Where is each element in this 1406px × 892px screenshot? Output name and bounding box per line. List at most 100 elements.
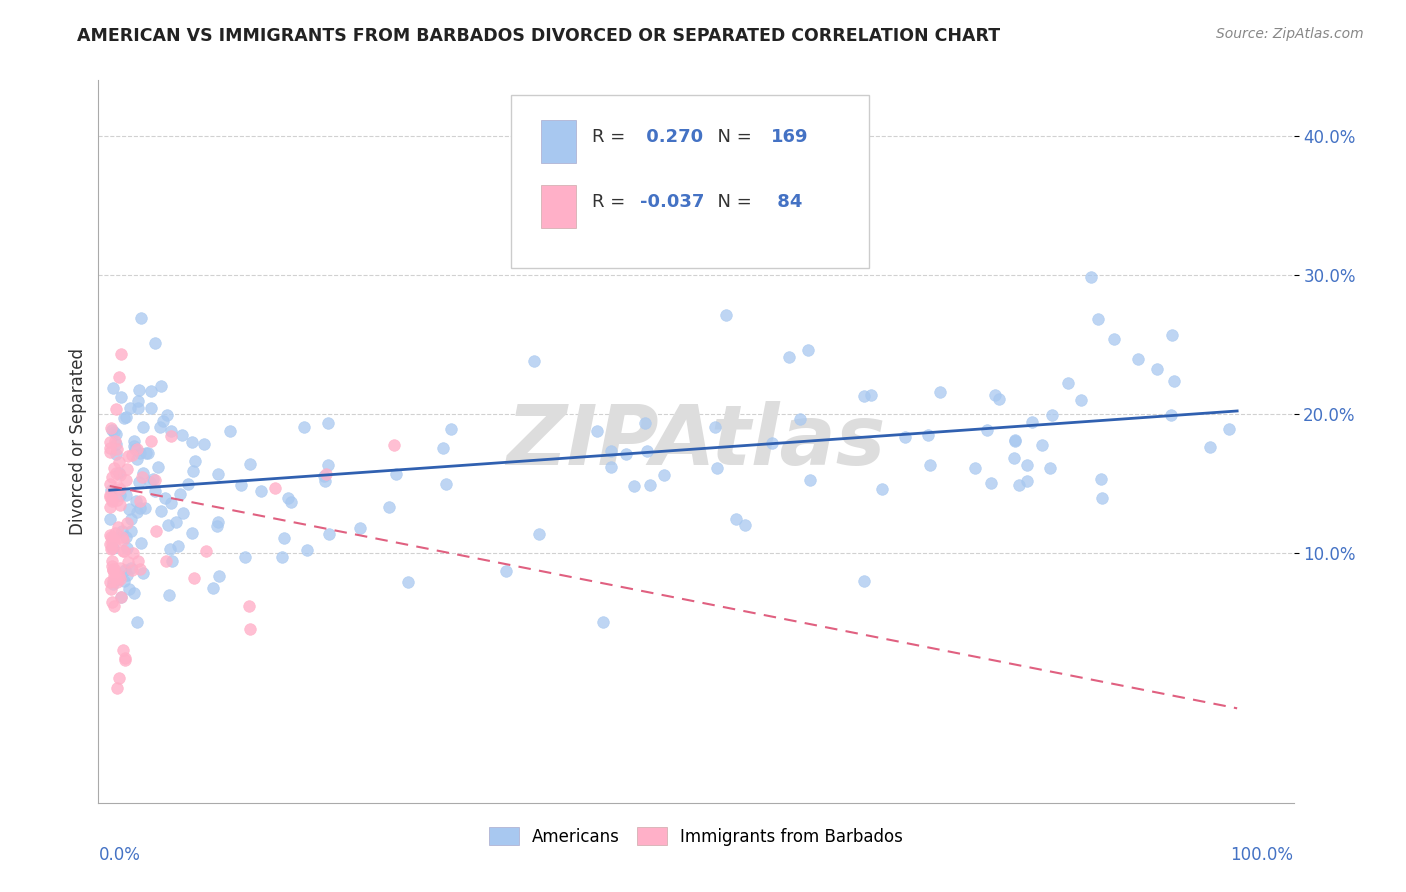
Point — [703, 420, 725, 434]
Point — [129, 535, 152, 549]
Point — [143, 473, 166, 487]
Point — [105, 437, 128, 451]
Point — [98, 488, 121, 502]
Point — [124, 585, 146, 599]
Point — [114, 563, 136, 577]
Point — [110, 561, 132, 575]
Point — [162, 554, 184, 568]
Point — [110, 347, 132, 361]
Point — [233, 549, 256, 564]
Point — [527, 526, 550, 541]
Point — [108, 568, 131, 582]
Point — [101, 574, 124, 588]
Text: 169: 169 — [772, 128, 808, 145]
Point — [761, 436, 783, 450]
Point — [103, 531, 125, 545]
Point — [101, 469, 124, 483]
Point — [734, 518, 756, 533]
Point — [117, 567, 139, 582]
Point — [636, 444, 658, 458]
Point — [134, 500, 156, 515]
Point — [124, 442, 146, 456]
Point — [108, 468, 131, 483]
Point — [112, 533, 135, 547]
Point — [724, 512, 747, 526]
Point — [100, 421, 122, 435]
Point — [976, 423, 998, 437]
Point — [706, 461, 728, 475]
Point — [122, 546, 145, 560]
Point — [112, 574, 135, 588]
Point — [132, 566, 155, 580]
Point — [318, 527, 340, 541]
Point — [314, 474, 336, 488]
Legend: Americans, Immigrants from Barbados: Americans, Immigrants from Barbados — [482, 821, 910, 852]
Text: 0.0%: 0.0% — [98, 847, 141, 864]
Point — [125, 505, 148, 519]
Text: N =: N = — [706, 128, 756, 145]
Point — [108, 370, 131, 384]
Point — [980, 475, 1002, 490]
Point — [495, 564, 517, 578]
Point — [155, 553, 177, 567]
Point — [115, 541, 138, 556]
Point — [920, 458, 942, 472]
Point — [1080, 269, 1102, 284]
Point — [148, 420, 170, 434]
Point — [118, 582, 141, 596]
Point — [1004, 450, 1026, 465]
Point — [129, 562, 152, 576]
Point — [157, 588, 180, 602]
Text: N =: N = — [706, 193, 756, 211]
Point — [127, 452, 149, 467]
Point — [432, 441, 454, 455]
Point — [1146, 362, 1168, 376]
Point — [183, 571, 205, 585]
Point — [112, 643, 135, 657]
Text: Source: ZipAtlas.com: Source: ZipAtlas.com — [1216, 27, 1364, 41]
FancyBboxPatch shape — [510, 95, 869, 268]
Point — [349, 521, 371, 535]
Point — [172, 427, 194, 442]
Point — [108, 482, 131, 496]
Point — [167, 539, 190, 553]
Point — [108, 572, 131, 586]
Point — [115, 516, 138, 530]
Point — [853, 389, 876, 403]
Point — [103, 425, 125, 439]
Point — [131, 469, 153, 483]
Point — [988, 392, 1011, 407]
Point — [121, 449, 143, 463]
Point — [1015, 458, 1038, 473]
Point — [1102, 332, 1125, 346]
Point — [141, 401, 163, 416]
Point — [172, 506, 194, 520]
Point — [1057, 376, 1080, 391]
Point — [160, 428, 183, 442]
Point — [714, 308, 737, 322]
Point — [107, 671, 129, 685]
Point — [250, 483, 273, 498]
Point — [169, 487, 191, 501]
Point — [1087, 311, 1109, 326]
Point — [1015, 474, 1038, 488]
Point — [122, 434, 145, 448]
Point — [917, 428, 939, 442]
Text: -0.037: -0.037 — [640, 193, 704, 211]
Point — [1004, 434, 1026, 448]
Point — [273, 531, 295, 545]
Point — [122, 440, 145, 454]
Point — [1160, 408, 1182, 422]
Point — [139, 434, 162, 448]
Point — [132, 466, 155, 480]
Point — [150, 379, 173, 393]
Point — [98, 445, 121, 459]
Point — [384, 467, 406, 482]
Text: AMERICAN VS IMMIGRANTS FROM BARBADOS DIVORCED OR SEPARATED CORRELATION CHART: AMERICAN VS IMMIGRANTS FROM BARBADOS DIV… — [77, 27, 1001, 45]
Point — [101, 554, 124, 568]
Point — [114, 653, 136, 667]
Point — [128, 383, 150, 397]
Point — [115, 462, 138, 476]
Point — [125, 615, 148, 630]
Point — [1199, 440, 1222, 454]
